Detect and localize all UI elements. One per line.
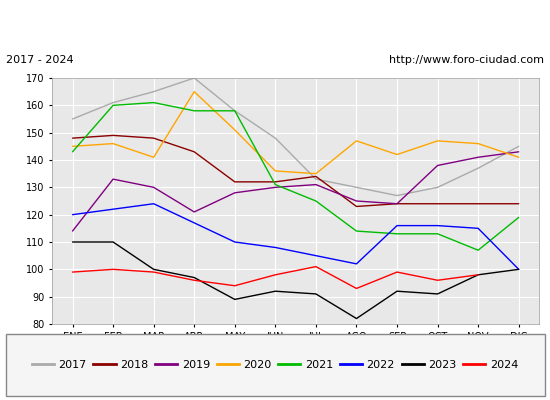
- Legend: 2017, 2018, 2019, 2020, 2021, 2022, 2023, 2024: 2017, 2018, 2019, 2020, 2021, 2022, 2023…: [28, 356, 522, 374]
- Text: 2017 - 2024: 2017 - 2024: [6, 55, 73, 65]
- FancyBboxPatch shape: [6, 334, 544, 396]
- Text: Evolucion del paro registrado en Riópar: Evolucion del paro registrado en Riópar: [123, 15, 427, 31]
- Text: http://www.foro-ciudad.com: http://www.foro-ciudad.com: [389, 55, 544, 65]
